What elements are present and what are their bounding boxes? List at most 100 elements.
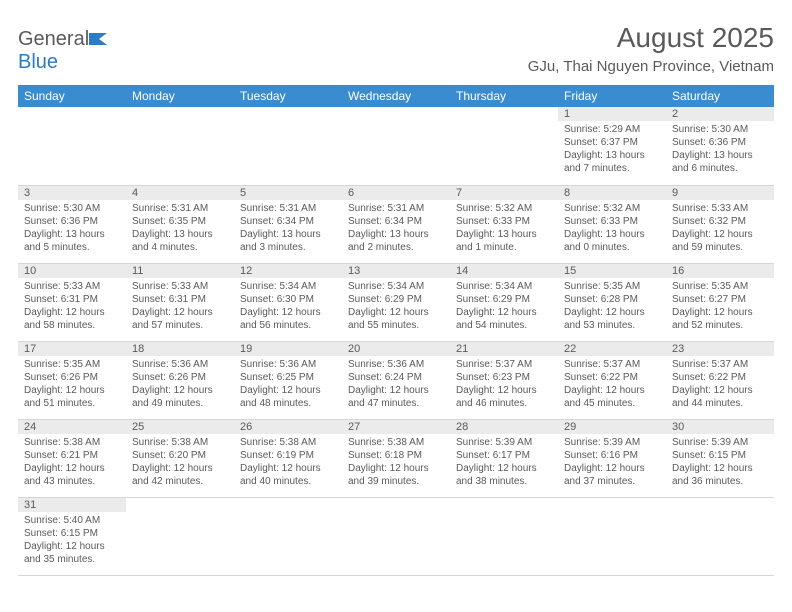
calendar-cell: 8Sunrise: 5:32 AMSunset: 6:33 PMDaylight… <box>558 185 666 263</box>
sunrise-text: Sunrise: 5:36 AM <box>348 358 444 371</box>
sunset-text: Sunset: 6:25 PM <box>240 371 336 384</box>
sunrise-text: Sunrise: 5:35 AM <box>672 280 768 293</box>
day-number: 27 <box>342 420 450 434</box>
calendar-cell: 26Sunrise: 5:38 AMSunset: 6:19 PMDayligh… <box>234 419 342 497</box>
day-header: Thursday <box>450 85 558 107</box>
calendar-cell: 29Sunrise: 5:39 AMSunset: 6:16 PMDayligh… <box>558 419 666 497</box>
daylight-text: Daylight: 12 hours and 43 minutes. <box>24 462 120 488</box>
day-number: 1 <box>558 107 666 121</box>
day-number: 8 <box>558 186 666 200</box>
sunset-text: Sunset: 6:27 PM <box>672 293 768 306</box>
sunrise-text: Sunrise: 5:34 AM <box>240 280 336 293</box>
calendar-cell: 18Sunrise: 5:36 AMSunset: 6:26 PMDayligh… <box>126 341 234 419</box>
calendar-cell <box>558 497 666 575</box>
day-details: Sunrise: 5:37 AMSunset: 6:22 PMDaylight:… <box>558 356 666 414</box>
day-number: 7 <box>450 186 558 200</box>
sunset-text: Sunset: 6:20 PM <box>132 449 228 462</box>
sunset-text: Sunset: 6:37 PM <box>564 136 660 149</box>
sunset-text: Sunset: 6:21 PM <box>24 449 120 462</box>
day-number: 5 <box>234 186 342 200</box>
day-number: 25 <box>126 420 234 434</box>
day-header: Wednesday <box>342 85 450 107</box>
calendar-cell: 3Sunrise: 5:30 AMSunset: 6:36 PMDaylight… <box>18 185 126 263</box>
calendar-cell <box>342 107 450 185</box>
calendar-cell: 9Sunrise: 5:33 AMSunset: 6:32 PMDaylight… <box>666 185 774 263</box>
day-number: 18 <box>126 342 234 356</box>
calendar-cell <box>18 107 126 185</box>
daylight-text: Daylight: 12 hours and 47 minutes. <box>348 384 444 410</box>
calendar-cell: 4Sunrise: 5:31 AMSunset: 6:35 PMDaylight… <box>126 185 234 263</box>
daylight-text: Daylight: 12 hours and 42 minutes. <box>132 462 228 488</box>
brand-logo: GeneralBlue <box>18 28 111 74</box>
day-number: 4 <box>126 186 234 200</box>
calendar-cell: 30Sunrise: 5:39 AMSunset: 6:15 PMDayligh… <box>666 419 774 497</box>
sunset-text: Sunset: 6:18 PM <box>348 449 444 462</box>
day-number: 30 <box>666 420 774 434</box>
day-details: Sunrise: 5:35 AMSunset: 6:28 PMDaylight:… <box>558 278 666 336</box>
day-details: Sunrise: 5:39 AMSunset: 6:15 PMDaylight:… <box>666 434 774 492</box>
sunrise-text: Sunrise: 5:31 AM <box>132 202 228 215</box>
sunrise-text: Sunrise: 5:34 AM <box>348 280 444 293</box>
calendar-cell: 1Sunrise: 5:29 AMSunset: 6:37 PMDaylight… <box>558 107 666 185</box>
calendar-cell: 28Sunrise: 5:39 AMSunset: 6:17 PMDayligh… <box>450 419 558 497</box>
calendar-week-row: 17Sunrise: 5:35 AMSunset: 6:26 PMDayligh… <box>18 341 774 419</box>
day-details: Sunrise: 5:36 AMSunset: 6:26 PMDaylight:… <box>126 356 234 414</box>
calendar-cell: 15Sunrise: 5:35 AMSunset: 6:28 PMDayligh… <box>558 263 666 341</box>
calendar-cell: 21Sunrise: 5:37 AMSunset: 6:23 PMDayligh… <box>450 341 558 419</box>
calendar-week-row: 1Sunrise: 5:29 AMSunset: 6:37 PMDaylight… <box>18 107 774 185</box>
sunrise-text: Sunrise: 5:31 AM <box>348 202 444 215</box>
daylight-text: Daylight: 13 hours and 0 minutes. <box>564 228 660 254</box>
daylight-text: Daylight: 12 hours and 46 minutes. <box>456 384 552 410</box>
brand-part1: General <box>18 28 89 50</box>
calendar-cell <box>666 497 774 575</box>
daylight-text: Daylight: 13 hours and 3 minutes. <box>240 228 336 254</box>
sunset-text: Sunset: 6:22 PM <box>564 371 660 384</box>
title-block: August 2025 GJu, Thai Nguyen Province, V… <box>528 22 774 75</box>
day-number: 28 <box>450 420 558 434</box>
calendar-cell: 22Sunrise: 5:37 AMSunset: 6:22 PMDayligh… <box>558 341 666 419</box>
day-details: Sunrise: 5:31 AMSunset: 6:35 PMDaylight:… <box>126 200 234 258</box>
daylight-text: Daylight: 12 hours and 40 minutes. <box>240 462 336 488</box>
day-number: 29 <box>558 420 666 434</box>
day-number: 14 <box>450 264 558 278</box>
sunset-text: Sunset: 6:24 PM <box>348 371 444 384</box>
day-number: 23 <box>666 342 774 356</box>
day-number: 2 <box>666 107 774 121</box>
calendar-cell: 25 Sunrise: 5:38 AMSunset: 6:20 PMDayligh… <box>126 419 234 497</box>
daylight-text: Daylight: 12 hours and 56 minutes. <box>240 306 336 332</box>
calendar-body: 1Sunrise: 5:29 AMSunset: 6:37 PMDaylight… <box>18 107 774 575</box>
sunset-text: Sunset: 6:33 PM <box>564 215 660 228</box>
daylight-text: Daylight: 12 hours and 35 minutes. <box>24 540 120 566</box>
sunset-text: Sunset: 6:26 PM <box>132 371 228 384</box>
daylight-text: Daylight: 13 hours and 2 minutes. <box>348 228 444 254</box>
daylight-text: Daylight: 12 hours and 52 minutes. <box>672 306 768 332</box>
calendar-cell: 16Sunrise: 5:35 AMSunset: 6:27 PMDayligh… <box>666 263 774 341</box>
day-header: Sunday <box>18 85 126 107</box>
daylight-text: Daylight: 12 hours and 54 minutes. <box>456 306 552 332</box>
sunset-text: Sunset: 6:30 PM <box>240 293 336 306</box>
sunrise-text: Sunrise: 5:33 AM <box>24 280 120 293</box>
sunrise-text: Sunrise: 5:33 AM <box>132 280 228 293</box>
calendar-week-row: 10Sunrise: 5:33 AMSunset: 6:31 PMDayligh… <box>18 263 774 341</box>
day-details: Sunrise: 5:37 AMSunset: 6:23 PMDaylight:… <box>450 356 558 414</box>
calendar-cell: 23Sunrise: 5:37 AMSunset: 6:22 PMDayligh… <box>666 341 774 419</box>
calendar-cell <box>342 497 450 575</box>
sunrise-text: Sunrise: 5:38 AM <box>132 436 228 449</box>
day-details: Sunrise: 5:32 AMSunset: 6:33 PMDaylight:… <box>558 200 666 258</box>
day-number: 31 <box>18 498 126 512</box>
daylight-text: Daylight: 13 hours and 6 minutes. <box>672 149 768 175</box>
daylight-text: Daylight: 12 hours and 57 minutes. <box>132 306 228 332</box>
calendar-cell: 10Sunrise: 5:33 AMSunset: 6:31 PMDayligh… <box>18 263 126 341</box>
day-number: 6 <box>342 186 450 200</box>
calendar-cell: 24Sunrise: 5:38 AMSunset: 6:21 PMDayligh… <box>18 419 126 497</box>
day-details: Sunrise: 5:35 AMSunset: 6:26 PMDaylight:… <box>18 356 126 414</box>
sunset-text: Sunset: 6:36 PM <box>672 136 768 149</box>
calendar-cell: 20Sunrise: 5:36 AMSunset: 6:24 PMDayligh… <box>342 341 450 419</box>
calendar-cell: 31Sunrise: 5:40 AMSunset: 6:15 PMDayligh… <box>18 497 126 575</box>
day-number: 11 <box>126 264 234 278</box>
calendar-cell: 7Sunrise: 5:32 AMSunset: 6:33 PMDaylight… <box>450 185 558 263</box>
sunset-text: Sunset: 6:29 PM <box>348 293 444 306</box>
day-details: Sunrise: 5:38 AMSunset: 6:19 PMDaylight:… <box>234 434 342 492</box>
daylight-text: Daylight: 13 hours and 1 minute. <box>456 228 552 254</box>
day-details: Sunrise: 5:36 AMSunset: 6:25 PMDaylight:… <box>234 356 342 414</box>
